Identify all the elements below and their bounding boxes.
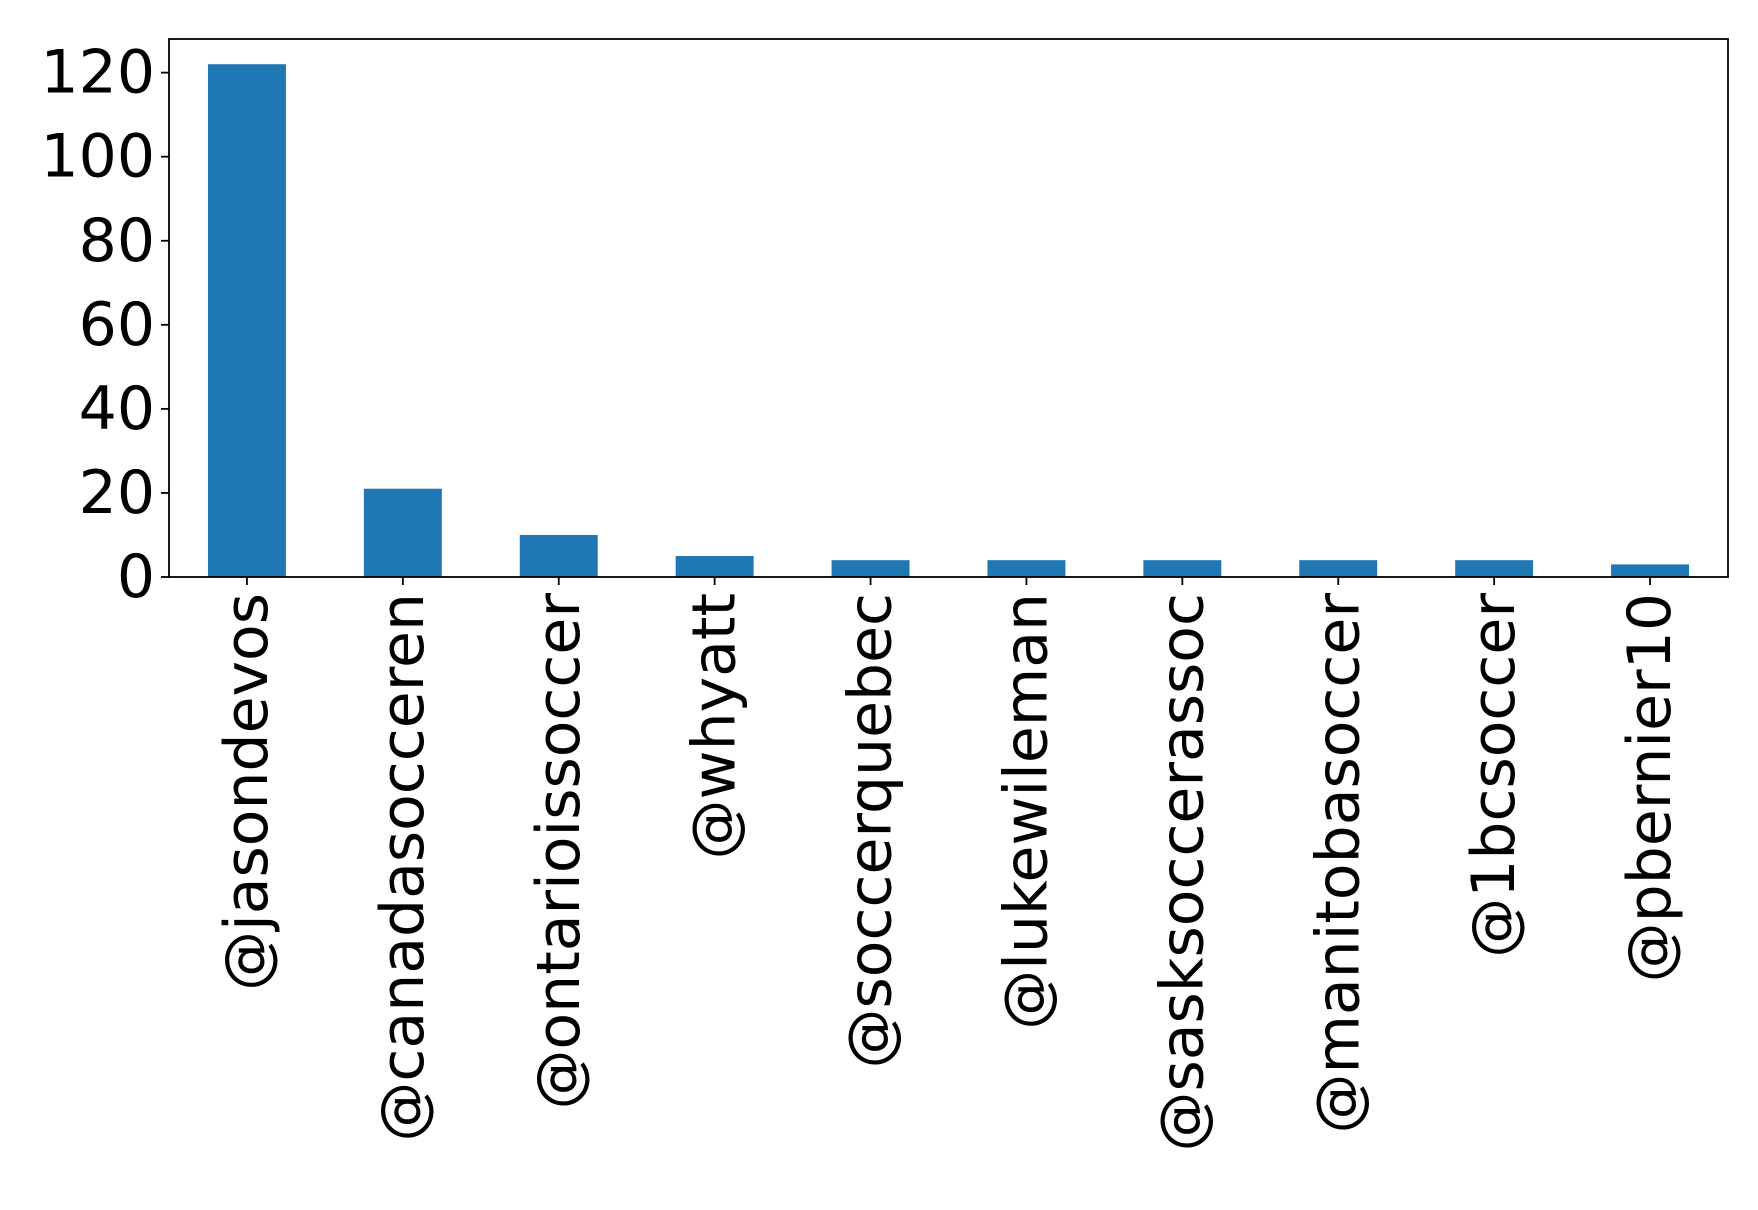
y-tick-label: 20 <box>79 458 155 528</box>
y-tick-label: 0 <box>117 542 155 612</box>
bar-soccerquebec <box>831 560 910 577</box>
y-tick-label: 60 <box>79 290 155 360</box>
y-axis: 0 20 40 60 80 100 120 <box>40 38 169 612</box>
plot-frame <box>168 38 1729 578</box>
x-tick-label: @whyatt <box>680 593 750 859</box>
x-tick-label: @pbernier10 <box>1615 593 1685 982</box>
y-tick-label: 80 <box>79 206 155 276</box>
bar-manitobasoccer <box>1299 560 1378 577</box>
x-tick-label: @jasondevos <box>212 593 282 991</box>
bar-ontarioissoccer <box>519 534 598 577</box>
x-axis: @jasondevos @canadasocceren @ontarioissocc… <box>212 577 1685 1152</box>
bar-jasondevos <box>207 64 286 578</box>
x-tick-label: @1bcsoccer <box>1459 593 1529 958</box>
bar-1bcsoccer <box>1455 560 1534 577</box>
y-tick-label: 120 <box>40 38 155 108</box>
x-tick-label: @lukewileman <box>991 593 1061 1030</box>
x-tick-label: @ontarioissoccer <box>524 593 594 1110</box>
bar-canadasocceren <box>363 488 442 577</box>
x-tick-label: @manitobasoccer <box>1303 593 1373 1134</box>
x-tick-label: @sasksoccerassoc <box>1147 593 1217 1152</box>
bar-sasksoccerassoc <box>1143 560 1222 577</box>
y-tick-label: 100 <box>40 122 155 192</box>
y-tick-label: 40 <box>79 374 155 444</box>
x-tick-label: @canadasocceren <box>368 593 438 1142</box>
bar-whyatt <box>675 555 754 577</box>
bar-series <box>207 64 1690 578</box>
bar-pbernier10 <box>1611 564 1690 577</box>
bar-lukewileman <box>987 560 1066 577</box>
x-tick-label: @soccerquebec <box>836 593 906 1069</box>
